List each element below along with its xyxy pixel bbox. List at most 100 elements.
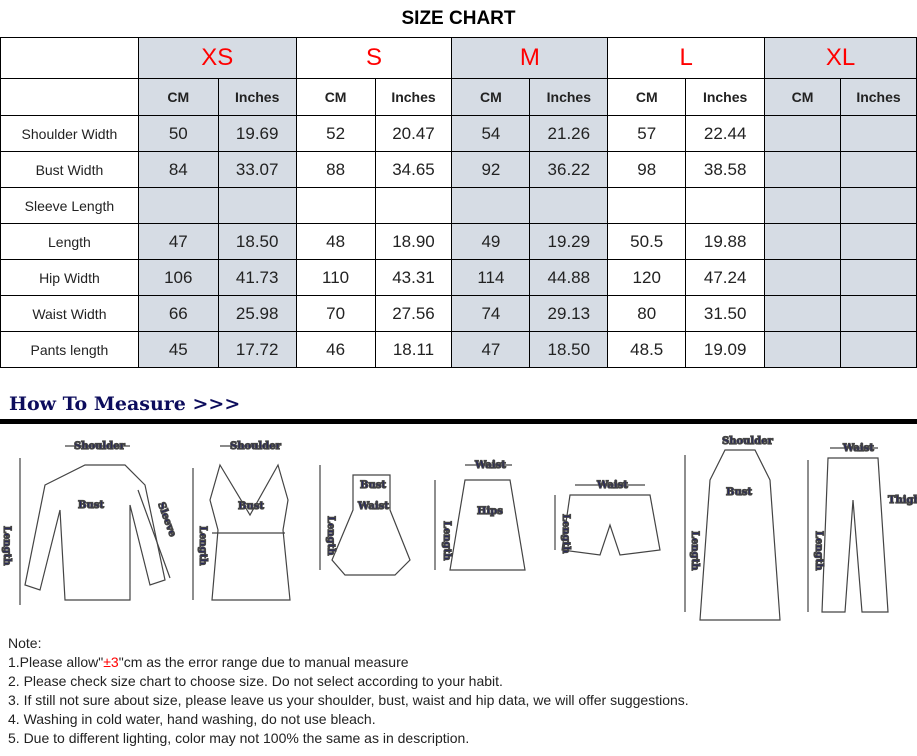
value-cell: 47 [451,331,531,368]
note-1-text: 1.Please allow" [8,654,104,670]
value-cell [839,151,917,188]
value-cell [839,259,917,296]
how-to-measure-heading: How To Measure >>> [9,393,241,415]
value-cell [839,115,917,152]
value-cell: 44.88 [529,259,609,296]
value-cell: 43.31 [374,259,453,296]
length-label: Length [325,516,336,556]
value-cell [764,259,841,296]
value-cell [764,331,841,368]
note-5: 5. Due to different lighting, color may … [8,730,470,746]
corner-cell [0,78,139,116]
shoulder-label: Shoulder [74,441,126,452]
note-1: 1.Please allow"±3"cm as the error range … [8,653,689,672]
waist-label: Waist [842,443,874,454]
value-cell [137,187,219,224]
value-cell: 25.98 [217,295,297,332]
value-cell: 34.65 [374,151,453,188]
value-cell: 50.5 [607,223,687,260]
value-cell: 48.5 [607,331,687,368]
row-label: Bust Width [0,151,139,188]
bust-label: Bust [726,487,752,498]
value-cell: 110 [295,259,376,296]
value-cell: 20.47 [374,115,453,152]
value-cell: 47.24 [685,259,766,296]
note-2: 2. Please check size chart to choose siz… [8,673,503,689]
size-header-xs: XS [137,37,297,79]
table-row: Length 47 18.50 48 18.90 49 19.29 50.5 19.88 [0,223,917,260]
value-cell: 19.29 [529,223,609,260]
value-cell [217,187,297,224]
unit-header: Inches [839,78,917,116]
length-label: Length [441,521,452,561]
shoulder-label: Shoulder [230,441,282,452]
corner-cell [0,37,139,79]
value-cell: 92 [451,151,531,188]
value-cell: 41.73 [217,259,297,296]
size-header-s: S [295,37,453,79]
unit-header: CM [137,78,219,116]
value-cell: 98 [607,151,687,188]
shorts-illustration: Waist Length [554,479,661,556]
value-cell: 36.22 [529,151,609,188]
row-label: Hip Width [0,259,139,296]
value-cell: 66 [137,295,219,332]
outline [331,474,411,576]
value-cell: 18.90 [374,223,453,260]
value-cell: 57 [607,115,687,152]
length-label: Length [689,531,700,571]
tank-illustration: Shoulder Bust Length [192,440,291,601]
size-table: XS S M L XL CM Inches CM Inches CM Inches CM Inches C… [0,37,917,368]
row-label: Waist Width [0,295,139,332]
value-cell [764,187,841,224]
page-title: SIZE CHART [401,8,516,29]
table-row: Sleeve Length [0,187,917,224]
value-cell: 18.11 [374,331,453,368]
value-cell: 18.50 [217,223,297,260]
shirt-illustration: Shoulder Bust Length Sleeve [0,440,178,605]
waist-label: Waist [474,460,506,471]
value-cell [839,331,917,368]
value-cell [374,187,453,224]
value-cell: 54 [451,115,531,152]
table-row: Waist Width 66 25.98 70 27.56 74 29.13 80 31.50 [0,295,917,332]
value-cell: 31.50 [685,295,766,332]
hips-label: Hips [477,506,503,517]
unit-header: CM [451,78,531,116]
value-cell [839,187,917,224]
value-cell: 33.07 [217,151,297,188]
unit-header: CM [295,78,376,116]
value-cell [764,151,841,188]
value-cell [764,115,841,152]
value-cell [839,223,917,260]
value-cell: 48 [295,223,376,260]
value-cell: 47 [137,223,219,260]
value-cell: 19.69 [217,115,297,152]
length-label: Length [197,526,208,566]
row-label: Length [0,223,139,260]
bust-label: Bust [78,500,104,511]
value-cell [451,187,531,224]
skirt-illustration: Waist Hips Length [434,459,526,571]
dress-illustration: Bust Waist Length [319,465,411,576]
table-row: Pants length 45 17.72 46 18.11 47 18.50 48.5 19.… [0,331,917,368]
bust-label: Bust [238,501,264,512]
outline [24,464,166,601]
table-row: Bust Width 84 33.07 88 34.65 92 36.22 98 38.58 [0,151,917,188]
unit-header: Inches [529,78,609,116]
value-cell: 21.26 [529,115,609,152]
value-cell [839,295,917,332]
value-cell [295,187,376,224]
bust-label: Bust [360,480,386,491]
value-cell: 27.56 [374,295,453,332]
value-cell [529,187,609,224]
note-1-text-end: "cm as the error range due to manual mea… [118,654,409,670]
value-cell: 19.88 [685,223,766,260]
value-cell: 38.58 [685,151,766,188]
unit-header: Inches [685,78,766,116]
outline [449,479,526,571]
waist-label: Waist [357,501,389,512]
value-cell: 22.44 [685,115,766,152]
value-cell: 50 [137,115,219,152]
value-cell: 18.50 [529,331,609,368]
